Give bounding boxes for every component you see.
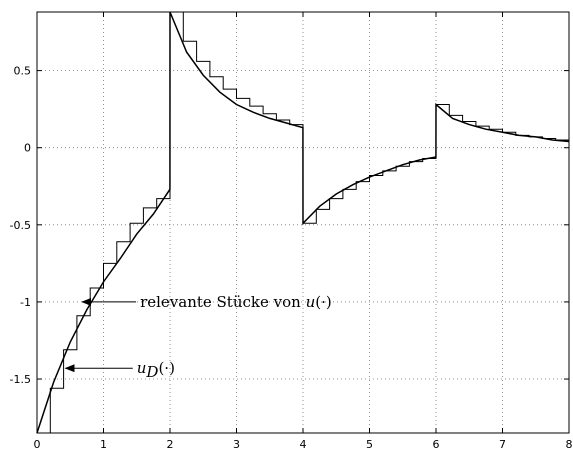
axis-layer: 0 1 2 3 4 5 6 7 8 -1.5 -1 -0.5 0 0.5 <box>10 11 573 451</box>
y-tick-label: -1 <box>20 296 31 309</box>
series-layer <box>36 11 570 434</box>
x-tick-label: 2 <box>167 438 174 451</box>
annotation-layer: relevante Stücke von u(·) uD(·) <box>64 293 332 381</box>
annotation-label: uD(·) <box>137 359 175 381</box>
x-tick-label: 5 <box>366 438 373 451</box>
x-tick-label: 0 <box>34 438 41 451</box>
y-tick-label: 0.5 <box>14 65 32 78</box>
x-tick-label: 7 <box>499 438 506 451</box>
x-tick-label: 6 <box>433 438 440 451</box>
y-tick-label: 0 <box>24 142 31 155</box>
y-tick-label: -0.5 <box>10 219 31 232</box>
annotation-label: relevante Stücke von u(·) <box>140 293 332 311</box>
y-tick-label: -1.5 <box>10 373 31 386</box>
x-tick-label: 4 <box>300 438 307 451</box>
staircase-line <box>37 11 569 434</box>
x-tick-label: 3 <box>233 438 240 451</box>
x-tick-label: 1 <box>100 438 107 451</box>
x-tick-label: 8 <box>566 438 573 451</box>
